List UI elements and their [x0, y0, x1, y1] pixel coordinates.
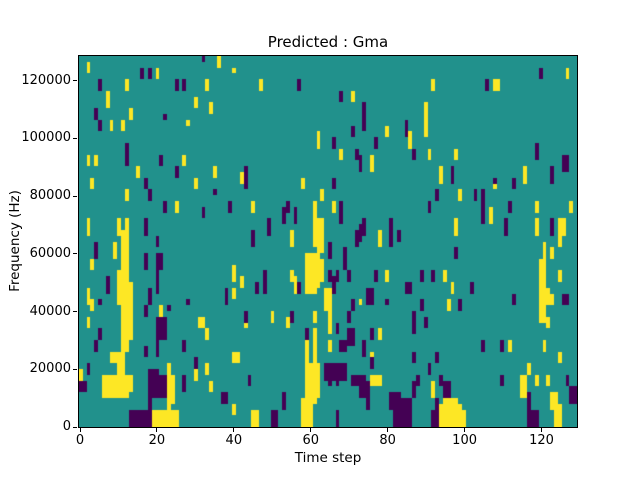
y-tick-label: 60000 [29, 245, 71, 261]
x-tick-mark [387, 428, 389, 432]
x-tick-mark [233, 428, 235, 432]
y-tick-mark [73, 80, 77, 81]
y-tick-mark [73, 137, 77, 139]
chart-title: Predicted : Gma [267, 33, 389, 51]
x-tick-label: 80 [379, 433, 396, 448]
x-tick-label: 120 [529, 433, 554, 448]
x-axis-label: Time step [294, 450, 362, 466]
x-tick-label: 100 [452, 433, 477, 448]
y-tick-label: 40000 [29, 303, 71, 319]
x-tick-mark [310, 428, 312, 432]
x-tick-label: 40 [225, 433, 243, 448]
y-tick-label: 20000 [29, 361, 71, 377]
x-tick-mark [464, 428, 466, 432]
x-tick-label: 0 [75, 433, 85, 448]
y-tick-mark [73, 253, 77, 255]
x-tick-mark [79, 428, 81, 432]
y-tick-label: 0 [62, 419, 71, 434]
plot-area [78, 55, 578, 428]
x-tick-label: 60 [302, 433, 320, 448]
x-tick-label: 20 [148, 433, 166, 448]
y-tick-mark [73, 368, 77, 370]
heatmap-canvas [79, 56, 577, 427]
x-tick-mark [156, 428, 158, 432]
y-tick-mark [73, 311, 77, 312]
y-tick-label: 80000 [29, 188, 71, 203]
y-tick-label: 120000 [21, 72, 71, 88]
y-tick-mark [73, 426, 77, 428]
y-tick-mark [73, 195, 77, 197]
y-tick-label: 100000 [21, 130, 71, 146]
y-axis-label: Frequency (Hz) [7, 190, 23, 292]
x-tick-mark [541, 428, 543, 432]
